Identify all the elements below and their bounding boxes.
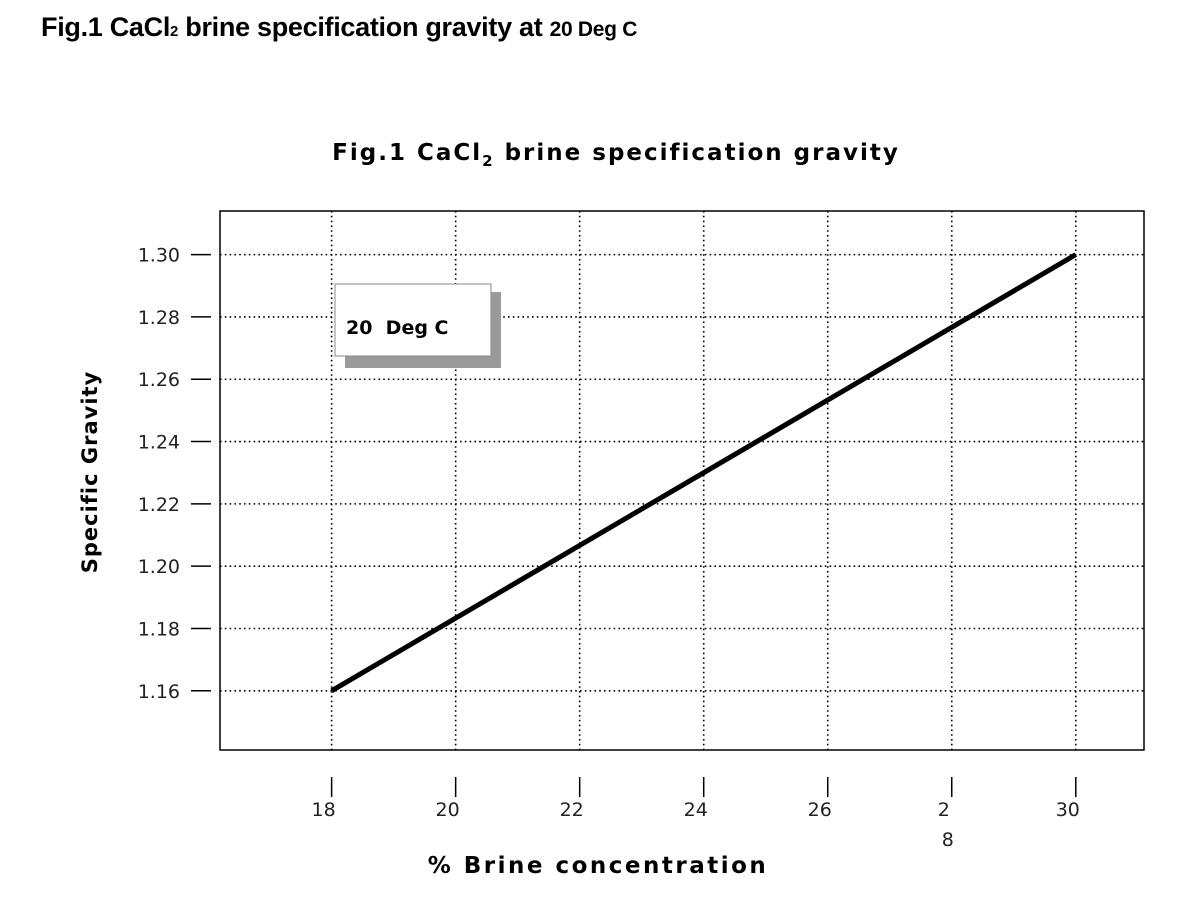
y-tick-label: 1.30 [138,245,180,267]
y-tick-label: 1.28 [138,307,180,329]
chart-title: Fig.1 CaCl2 brine specification gravity [332,140,900,170]
x-tick-label: 24 [684,799,708,821]
grid-lines [220,211,1144,750]
page-title: Fig.1 CaCl2 brine specification gravity … [41,12,637,43]
chart-title-main: Fig.1 CaCl [332,140,482,166]
x-tick-label-line2: 8 [942,829,954,851]
y-tick-label: 1.26 [138,369,180,391]
page-title-main: Fig.1 CaCl [41,12,171,42]
y-tick-label: 1.22 [138,494,180,516]
x-axis-label: % Brine concentration [428,853,769,879]
y-tick-label: 1.24 [138,432,180,454]
x-tick-label: 18 [312,799,336,821]
axis-ticks: 18 20 22 24 26 28301.161.181.201.221.241.261.… [138,245,1080,851]
chart-title-subscript: 2 [482,152,494,170]
page-title-mid: brine specification gravity at [185,12,550,42]
annotation-text: 20 Deg C [346,317,449,339]
page-title-suffix: 20 Deg C [549,18,638,41]
page-title-subscript: 2 [170,23,179,40]
annotation-box: 20 Deg C [334,283,501,368]
x-tick-label: 2 [938,799,950,821]
x-tick-label: 22 [560,799,584,821]
series-layer [330,252,1078,693]
y-tick-label: 1.16 [138,681,180,703]
y-tick-label: 1.18 [138,618,180,640]
y-axis-label: Specific Gravity [78,371,102,574]
x-tick-label: 30 [1056,799,1080,821]
plot-area-frame [219,210,1145,751]
x-tick-label: 26 [808,799,832,821]
series-line [330,252,1078,693]
chart-title-rest: brine specification gravity [495,140,900,166]
annotation-panel [334,283,492,357]
x-tick-label: 20 [436,799,460,821]
y-tick-label: 1.20 [138,556,180,578]
